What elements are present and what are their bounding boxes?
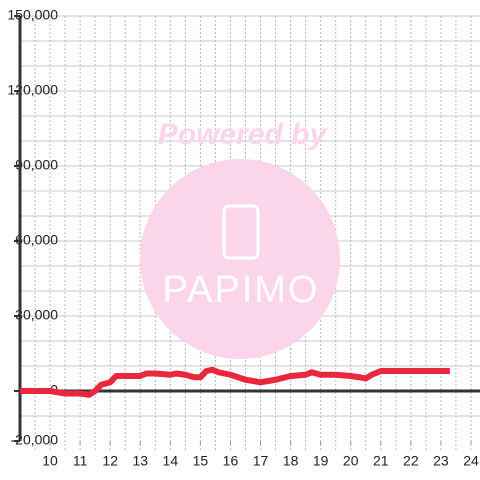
x-tick-label: 20 [343, 453, 359, 469]
x-tick-label: 12 [102, 453, 118, 469]
watermark-phone [222, 204, 260, 260]
x-tick-label: 18 [283, 453, 299, 469]
y-tick-label: 120,000 [7, 82, 58, 98]
data-line [20, 366, 450, 398]
x-tick-label: 14 [163, 453, 179, 469]
x-tick-label: 22 [403, 453, 419, 469]
x-tick-label: 13 [132, 453, 148, 469]
watermark: Powered by PAPIMO [140, 118, 340, 359]
watermark-brand: PAPIMO [163, 269, 320, 311]
x-tick-label: 24 [463, 453, 479, 469]
x-tick-label: 23 [433, 453, 449, 469]
y-tick-label: 150,000 [7, 7, 58, 23]
y-tick-label: 90,000 [15, 157, 58, 173]
watermark-title: Powered by [158, 118, 328, 151]
x-tick-label: 17 [253, 453, 269, 469]
x-tick-label: 21 [373, 453, 389, 469]
x-tick-label: 19 [313, 453, 329, 469]
y-tick-label: -20,000 [11, 432, 59, 448]
y-tick-label: 60,000 [15, 232, 58, 248]
x-tick-label: 11 [73, 453, 88, 469]
x-tick-label: 16 [223, 453, 239, 469]
x-tick-label: 15 [193, 453, 209, 469]
y-tick-label: 30,000 [15, 307, 58, 323]
x-tick-label: 10 [42, 453, 58, 469]
